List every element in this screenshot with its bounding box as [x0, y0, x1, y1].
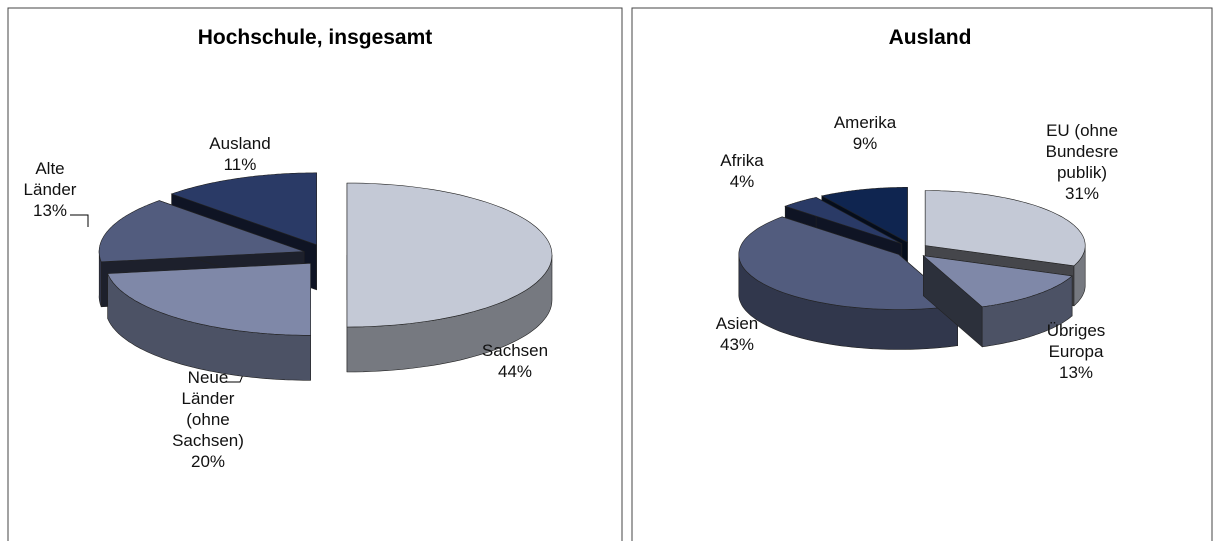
chart-title: Ausland	[888, 26, 972, 49]
slice-label: Afrika	[720, 151, 764, 170]
slice-label: EU (ohne Bundesre publik)	[1045, 121, 1119, 182]
slice-label: Alte Länder	[23, 159, 77, 199]
slice-value-label: 11%	[223, 155, 257, 174]
slice-label: Amerika	[833, 113, 897, 132]
slice-label: Übriges Europa	[1046, 321, 1106, 361]
slice-value-label: 9%	[852, 134, 878, 153]
slice	[924, 190, 1086, 267]
slice-value-label: 31%	[1064, 184, 1100, 203]
slice-value-label: 44%	[497, 362, 533, 381]
slice-value-label: 20%	[190, 452, 226, 471]
slice-label: Sachsen	[481, 341, 549, 360]
slice	[738, 216, 959, 310]
slice-value-label: 4%	[729, 172, 755, 191]
slice	[107, 262, 311, 336]
slice-value-label: 13%	[32, 201, 68, 220]
slice	[784, 197, 902, 245]
slice-label: Asien	[715, 314, 759, 333]
slice-label: Neue Länder (ohne Sachsen)	[172, 368, 244, 450]
panel-frame	[7, 7, 623, 541]
slice	[170, 172, 317, 246]
slice	[346, 182, 553, 328]
leader-line	[70, 214, 89, 227]
slice-value-label: 43%	[719, 335, 755, 354]
slice	[922, 255, 1073, 308]
panel-frame	[631, 7, 1213, 541]
chart-title: Hochschule, insgesamt	[197, 26, 433, 49]
slice	[820, 187, 908, 243]
slice-label: Ausland	[209, 134, 271, 153]
slice	[98, 200, 305, 263]
slice-value-label: 13%	[1058, 363, 1094, 382]
